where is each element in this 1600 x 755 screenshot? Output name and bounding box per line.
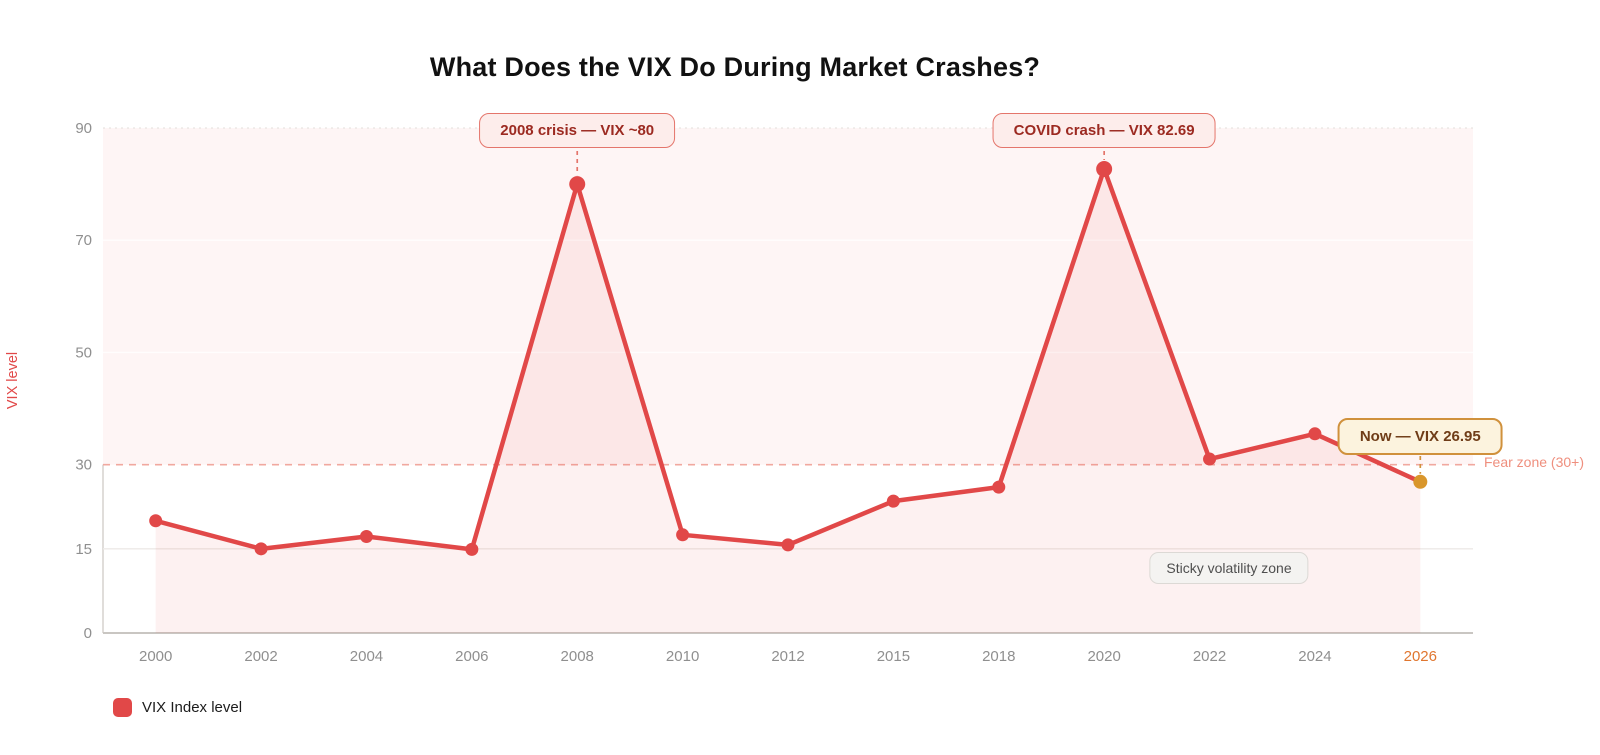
x-tick-label: 2018 — [982, 648, 1015, 665]
x-tick-label: 2020 — [1087, 648, 1120, 665]
x-tick-label: 2002 — [244, 648, 277, 665]
y-tick-label: 15 — [75, 541, 92, 558]
fear-zone-label: Fear zone (30+) — [1484, 453, 1584, 470]
data-point — [781, 538, 795, 552]
series-area-fill — [155, 169, 1421, 634]
x-tick-label: 2006 — [455, 648, 488, 665]
legend-label: VIX Index level — [142, 699, 243, 716]
y-axis-title: VIX level — [5, 352, 21, 409]
data-point-now — [1413, 474, 1428, 489]
annotation-now-vix: Now — VIX 26.95 — [1337, 418, 1503, 455]
data-point — [359, 529, 373, 543]
sticky-volatility-zone-badge: Sticky volatility zone — [1149, 552, 1309, 584]
chart-title: What Does the VIX Do During Market Crash… — [429, 52, 1041, 82]
y-tick-label: 30 — [75, 457, 92, 474]
x-tick-label: 2012 — [771, 648, 804, 665]
data-point — [676, 528, 690, 542]
y-tick-label: 50 — [75, 344, 92, 361]
y-tick-label: 90 — [75, 120, 92, 137]
data-point — [1203, 452, 1217, 466]
x-tick-label: 2000 — [139, 648, 172, 665]
x-tick-label: 2026 — [1404, 648, 1437, 665]
legend-item-vix[interactable]: VIX Index level — [113, 698, 242, 717]
data-point — [1308, 427, 1322, 441]
data-point — [1096, 161, 1113, 178]
data-point — [254, 542, 268, 556]
x-tick-label: 2015 — [877, 648, 910, 665]
data-point — [569, 176, 586, 193]
x-tick-label: 2022 — [1193, 648, 1226, 665]
legend-swatch-icon — [113, 698, 132, 717]
data-point — [886, 494, 900, 508]
y-tick-label: 70 — [75, 232, 92, 249]
x-tick-label: 2010 — [666, 648, 699, 665]
y-tick-label: 0 — [84, 625, 92, 642]
annotation-2008-crisis: 2008 crisis — VIX ~80 — [479, 113, 676, 148]
x-tick-label: 2024 — [1298, 648, 1331, 665]
x-tick-label: 2008 — [561, 648, 594, 665]
fear-zone-band — [103, 128, 1473, 465]
data-point — [465, 542, 479, 556]
data-point — [149, 514, 163, 528]
x-tick-label: 2004 — [350, 648, 383, 665]
data-point — [992, 480, 1006, 494]
annotation-covid-crash: COVID crash — VIX 82.69 — [992, 113, 1216, 148]
